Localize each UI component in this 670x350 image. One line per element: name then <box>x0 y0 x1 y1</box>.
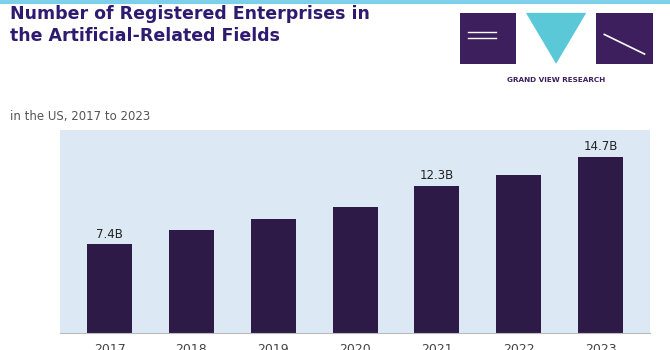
Text: 7.4B: 7.4B <box>96 228 123 240</box>
Bar <box>169 230 214 332</box>
Text: Number of Registered Enterprises in
the Artificial-Related Fields: Number of Registered Enterprises in the … <box>10 5 370 45</box>
Text: in the US, 2017 to 2023: in the US, 2017 to 2023 <box>10 110 150 123</box>
Bar <box>496 175 541 332</box>
Bar <box>251 219 295 332</box>
Bar <box>332 207 378 332</box>
Polygon shape <box>526 13 586 64</box>
Text: 12.3B: 12.3B <box>420 169 454 182</box>
Bar <box>87 244 132 332</box>
FancyBboxPatch shape <box>596 13 653 64</box>
FancyBboxPatch shape <box>460 13 516 64</box>
Text: 14.7B: 14.7B <box>584 140 618 153</box>
Bar <box>415 186 460 332</box>
Bar <box>578 157 623 332</box>
Text: GRAND VIEW RESEARCH: GRAND VIEW RESEARCH <box>507 77 605 84</box>
